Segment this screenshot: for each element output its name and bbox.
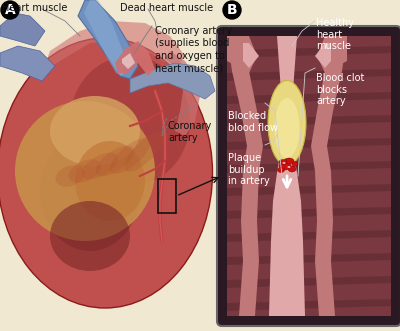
Polygon shape [227,69,391,81]
Ellipse shape [75,141,145,221]
Ellipse shape [284,158,294,164]
Polygon shape [317,36,347,73]
Ellipse shape [292,162,298,166]
Ellipse shape [50,201,130,271]
Ellipse shape [70,56,190,186]
Ellipse shape [68,159,102,183]
Polygon shape [0,46,55,81]
Polygon shape [227,299,391,311]
Polygon shape [227,184,391,196]
Ellipse shape [279,160,287,165]
Circle shape [1,1,19,19]
Ellipse shape [82,153,118,179]
Ellipse shape [0,38,212,308]
Polygon shape [115,41,155,76]
Polygon shape [277,36,297,131]
Ellipse shape [56,165,84,187]
Text: Healthy
heart
muscle: Healthy heart muscle [316,18,354,51]
Polygon shape [84,0,128,76]
Ellipse shape [124,130,166,172]
Polygon shape [227,36,263,316]
Text: Coronary artery
(supplies blood
and oxygen to
heart muscle): Coronary artery (supplies blood and oxyg… [155,26,232,73]
Ellipse shape [288,166,290,168]
Circle shape [223,1,241,19]
Text: Coronary
artery: Coronary artery [168,121,212,143]
Text: B: B [227,3,237,17]
Text: Dead heart muscle: Dead heart muscle [120,3,213,13]
Ellipse shape [15,101,155,241]
Polygon shape [130,63,215,99]
Text: Heart muscle: Heart muscle [2,3,67,13]
Polygon shape [311,36,347,316]
FancyBboxPatch shape [217,26,400,326]
Ellipse shape [96,146,134,176]
Polygon shape [122,53,135,69]
Ellipse shape [268,80,306,166]
Bar [158,179,176,213]
Text: Plaque
buildup
in artery: Plaque buildup in artery [228,153,270,186]
Ellipse shape [278,167,284,172]
Polygon shape [315,43,331,68]
Polygon shape [165,51,200,136]
Polygon shape [227,138,391,150]
Text: Blocked
blood flow: Blocked blood flow [228,111,278,133]
Polygon shape [227,46,391,58]
Polygon shape [243,43,259,68]
Text: Blood clot
blocks
artery: Blood clot blocks artery [316,73,364,106]
Text: A: A [5,3,15,17]
Polygon shape [227,230,391,242]
Bar [227,36,391,316]
Polygon shape [227,115,391,127]
Polygon shape [227,92,391,104]
Polygon shape [227,276,391,288]
Polygon shape [227,253,391,265]
Ellipse shape [40,131,140,251]
Ellipse shape [50,96,140,166]
Ellipse shape [288,166,296,172]
Polygon shape [0,13,45,46]
Polygon shape [227,207,391,219]
Polygon shape [78,0,138,79]
Polygon shape [42,21,185,73]
Polygon shape [269,153,305,316]
Ellipse shape [110,138,150,174]
Ellipse shape [274,98,300,158]
Ellipse shape [279,162,291,170]
Polygon shape [227,161,391,173]
Polygon shape [227,36,257,73]
Ellipse shape [282,162,286,164]
